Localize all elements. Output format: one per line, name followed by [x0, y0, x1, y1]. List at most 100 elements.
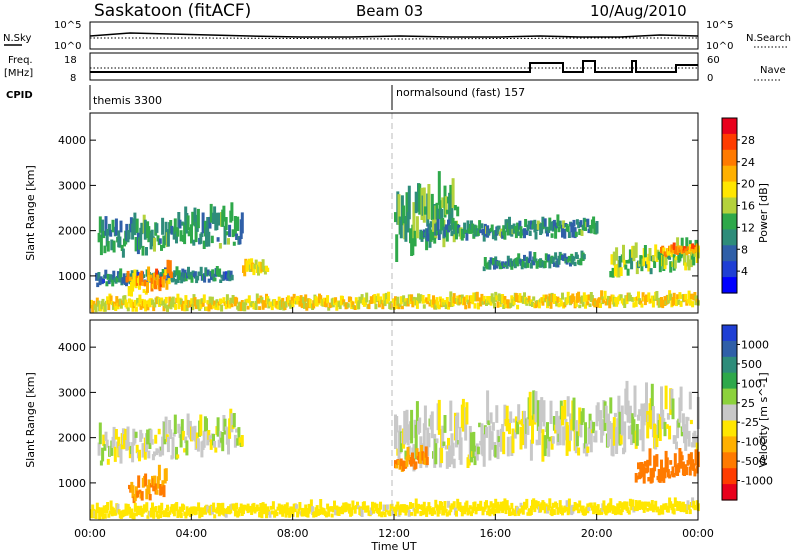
echo-cell [691, 243, 695, 249]
echo-cell [658, 472, 662, 483]
echo-cell [164, 269, 168, 276]
echo-cell [691, 459, 695, 465]
echo-cell [270, 302, 274, 311]
echo-cell [671, 466, 675, 478]
echo-cell [205, 418, 208, 431]
echo-cell [478, 505, 482, 511]
echo-cell [563, 228, 567, 239]
echo-cell [232, 241, 236, 246]
echo-cell [402, 295, 406, 303]
echo-cell [180, 275, 184, 284]
echo-cell [106, 458, 110, 465]
echo-cell [235, 428, 239, 433]
echo-cell [650, 383, 654, 411]
echo-cell [563, 400, 567, 421]
echo-cell [161, 480, 165, 487]
echo-cell [160, 486, 164, 495]
echo-cell [646, 459, 650, 473]
echo-cell [587, 507, 591, 511]
echo-cell [524, 219, 528, 227]
echo-cell [138, 449, 141, 462]
echo-cell [194, 222, 198, 243]
echo-cell [404, 509, 408, 516]
echo-cell [342, 299, 346, 305]
echo-cell [485, 426, 488, 438]
echo-cell [562, 426, 566, 446]
echo-cell [231, 229, 235, 238]
colorbar-segment [722, 468, 737, 485]
echo-cell [465, 295, 469, 303]
echo-cell [422, 187, 426, 223]
colorbar-segment [722, 404, 737, 421]
echo-cell [140, 270, 144, 284]
echo-cell [468, 505, 472, 509]
echo-cell [452, 293, 456, 304]
echo-cell [577, 222, 581, 229]
echo-cell [162, 306, 166, 312]
echo-cell [546, 230, 549, 237]
echo-cell [434, 499, 438, 508]
echo-cell [164, 508, 168, 518]
echo-cell [479, 229, 483, 234]
echo-cell [139, 227, 143, 248]
echo-cell [579, 258, 583, 266]
echo-cell [642, 466, 646, 484]
echo-cell [542, 501, 546, 510]
echo-cell [694, 449, 698, 466]
echo-cell [655, 424, 659, 448]
echo-cell [422, 304, 426, 309]
echo-cell [377, 507, 381, 517]
echo-cell [186, 215, 190, 231]
echo-cell [219, 279, 223, 283]
echo-cell [443, 415, 447, 433]
echo-cell [136, 297, 140, 305]
echo-cell [120, 244, 124, 251]
echo-cell [182, 504, 186, 511]
echo-cell [639, 300, 643, 305]
echo-cell [110, 239, 114, 251]
echo-cell [91, 304, 95, 313]
echo-cell [156, 235, 160, 242]
echo-cell [548, 436, 552, 442]
echo-cell [478, 220, 482, 232]
echo-cell [647, 292, 651, 302]
echo-cell [213, 206, 217, 223]
velocity-echo-cells [90, 380, 700, 520]
echo-cell [157, 464, 161, 481]
echo-cell [491, 258, 495, 266]
echo-cell [646, 411, 650, 439]
echo-cell [300, 299, 304, 309]
echo-cell [661, 507, 665, 515]
echo-cell [399, 219, 403, 239]
colorbar-segment [722, 261, 737, 278]
echo-cell [658, 255, 662, 273]
echo-cell [174, 278, 178, 285]
echo-cell [645, 261, 648, 269]
echo-cell [547, 438, 551, 457]
echo-cell [161, 300, 165, 306]
echo-cell [176, 293, 180, 304]
echo-cell [445, 229, 449, 242]
echo-cell [381, 511, 385, 516]
echo-cell [237, 427, 241, 441]
echo-cell [554, 226, 558, 239]
echo-cell [129, 513, 133, 519]
echo-cell [232, 413, 236, 428]
echo-cell [115, 296, 119, 306]
echo-cell [687, 259, 691, 271]
echo-cell [465, 402, 469, 425]
echo-cell [179, 298, 183, 305]
echo-cell [508, 216, 511, 230]
y-tick-label: 4000 [58, 341, 86, 354]
echo-cell [544, 294, 548, 301]
echo-cell [536, 400, 540, 431]
echo-cell [518, 508, 522, 514]
echo-cell [376, 293, 380, 302]
echo-cell [494, 498, 498, 509]
echo-cell [291, 508, 295, 517]
echo-cell [503, 498, 507, 508]
echo-cell [490, 431, 494, 450]
colorbar-segment [722, 213, 737, 230]
echo-cell [146, 429, 150, 445]
echo-cell [153, 451, 156, 457]
